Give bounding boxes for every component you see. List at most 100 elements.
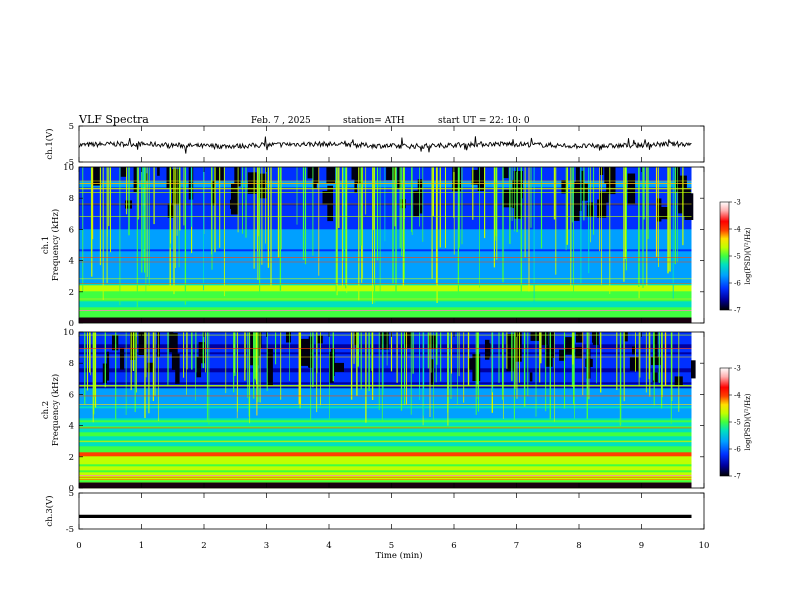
time-tick-label: 0 [76, 541, 81, 551]
ch2-spec-band [79, 426, 692, 429]
ch2-colorbar-tick-label: -5 [734, 419, 741, 427]
ch1-spec-gap [574, 181, 582, 211]
ch2-spec-band [79, 376, 692, 379]
ch2-spec-band [79, 416, 692, 419]
ch3-waveform-frame [78, 492, 705, 530]
ch2-spec-gap [586, 349, 591, 379]
ch2-spec-gap [559, 349, 566, 361]
ch1-spec-band [79, 277, 692, 280]
ch2-spec-band [79, 430, 692, 433]
ch2-spec-gap [576, 332, 583, 343]
ch2-spec-ytick-label: 8 [69, 359, 74, 369]
ch2-spec-band [79, 412, 692, 415]
ch2-spec-gap [623, 332, 628, 342]
ch3-waveform-ylabel: ch.3(V) [44, 495, 55, 526]
ch2-colorbar-tick-label: -7 [734, 473, 741, 481]
ch2-spec-gap [196, 357, 202, 378]
ch2-spec-gap [138, 332, 145, 355]
ch1-spec-gap [157, 167, 160, 176]
ch1-colorbar: -3 -4 -5 -6 -7 log(PSD)(V²/Hz) [719, 199, 752, 315]
ch2-spec-band [79, 414, 692, 417]
ch2-spec-gap [691, 360, 696, 379]
ch2-spec-gap [629, 357, 639, 371]
ch1-spec-band [79, 283, 692, 286]
ch2-spec-band [79, 394, 692, 397]
ch2-spec-band [79, 366, 692, 369]
ch1-spec-band [79, 263, 692, 266]
ch1-spec-band [79, 241, 692, 244]
ch2-spec-band [79, 458, 692, 461]
ch1-frequency-label: Frequency (kHz) [50, 209, 61, 281]
time-tick-label: 6 [451, 541, 456, 551]
ch1-spec-ytick-label: 2 [69, 288, 74, 298]
ch1-spec-band [79, 267, 692, 270]
ch2-spec-band [79, 460, 692, 463]
ch2-spec-band [79, 456, 692, 459]
ch1-spec-gap [656, 198, 662, 222]
ch1-spec-gap [599, 191, 609, 203]
ch1-spec-gap [586, 202, 594, 218]
ch1-spec-gap [471, 169, 480, 185]
ch3-wave-ytick-label: 5 [69, 489, 74, 499]
ch2-spec-gap [169, 332, 174, 353]
ch2-spec-band [79, 450, 692, 453]
ch2-spec-band [79, 468, 692, 471]
ch2-spec-gap [267, 349, 273, 386]
ch2-spec-band [79, 388, 692, 391]
ch1-spec-band [79, 245, 692, 248]
ch2-spec-band [79, 396, 692, 399]
ch1-spec-band [79, 291, 692, 294]
ch2-frequency-label: Frequency (kHz) [50, 374, 61, 446]
ch2-spec-gap [651, 357, 661, 366]
ch2-spec-band [79, 350, 692, 353]
ch2-spec-band [79, 452, 692, 455]
ch2-spec-gap [632, 346, 635, 355]
ch1-spec-gap [477, 167, 485, 191]
ch1-spec-band [79, 253, 692, 256]
ch1-colorbar-tick-label: -3 [734, 199, 741, 207]
ch2-colorbar: -3 -4 -5 -6 -7 log(PSD)(V²/Hz) [719, 365, 752, 481]
ch1-wave-ytick-label: 5 [69, 122, 74, 132]
ch2-spec-gap [530, 332, 539, 341]
ch2-spec-band [79, 390, 692, 393]
ch2-spec-gap [120, 347, 125, 370]
ch1-spec-gap [397, 167, 401, 189]
ch2-spec-band [79, 408, 692, 411]
ch2-spec-band [79, 360, 692, 363]
ch2-spec-gap [147, 362, 155, 373]
ch2-spec-gap [506, 333, 516, 372]
ch1-spec-band [79, 303, 692, 306]
ch2-spec-band [79, 444, 692, 447]
ch1-spec-ytick-label: 4 [69, 257, 74, 267]
ch2-spec-gap [487, 343, 491, 358]
ch2-spec-gap [286, 332, 291, 343]
ch1-spec-band [79, 255, 692, 258]
ch2-spectrogram-image [79, 332, 696, 489]
ch1-spec-gap [166, 167, 172, 189]
time-tick-label: 10 [699, 541, 710, 551]
ch2-channel-label: ch.2 [41, 401, 51, 419]
ch2-spec-band [79, 422, 692, 425]
ch1-spec-gap [351, 167, 355, 180]
ch1-spectrogram-panel: 0 2 4 6 8 10 ch.1 Frequency (kHz) [41, 163, 705, 329]
ch2-spec-band [79, 382, 692, 385]
ch1-spec-gap [454, 177, 459, 191]
time-tick-label: 5 [389, 541, 394, 551]
ch1-colorbar-tick-label: -7 [734, 307, 741, 315]
ch2-colorbar-bar [719, 367, 730, 477]
ch2-spec-band [79, 424, 692, 427]
ch2-spec-band [79, 410, 692, 413]
ch1-spec-ytick-label: 8 [69, 194, 74, 204]
ch1-spec-gap [675, 167, 680, 192]
ch2-spec-band [79, 354, 692, 357]
ch1-spec-gap [417, 179, 423, 214]
ch1-spec-band [79, 251, 692, 254]
ch2-spec-band [79, 478, 692, 481]
ch1-channel-label: ch.1 [41, 236, 51, 254]
ch2-spec-gap [300, 338, 310, 366]
ch2-spec-band [79, 454, 692, 457]
ch1-spec-band [79, 275, 692, 278]
time-tick-label: 9 [639, 541, 644, 551]
time-tick-label: 7 [514, 541, 519, 551]
ch1-spectrogram-image [79, 167, 694, 324]
